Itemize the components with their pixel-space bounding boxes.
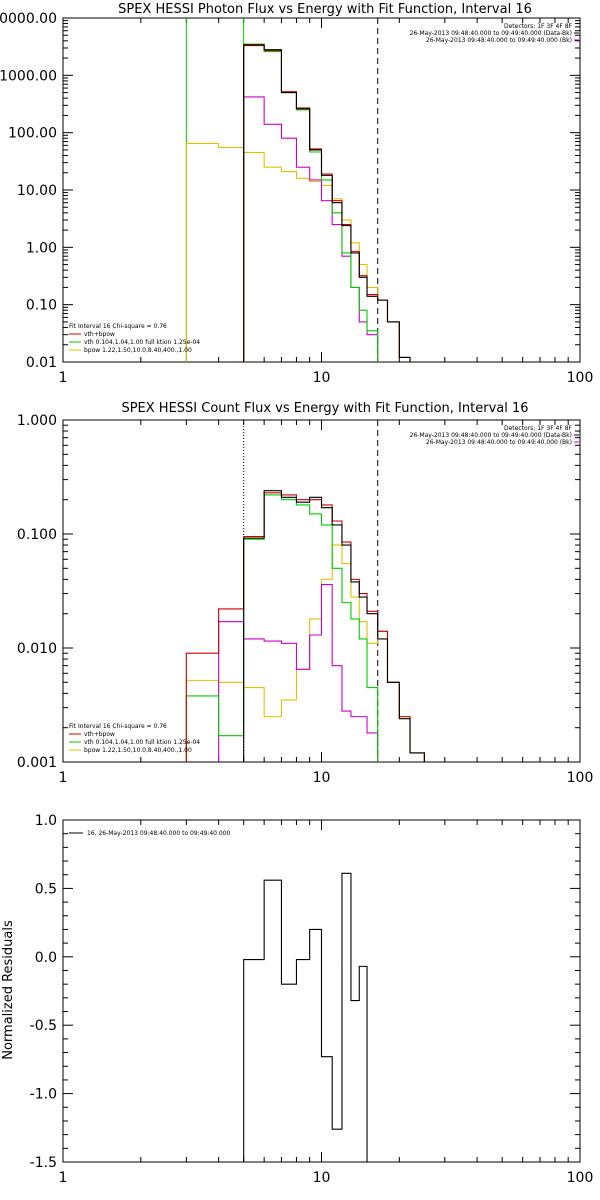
y-tick-label: 0.0 <box>35 950 57 966</box>
legend-bottomleft-text: bpow 1.22,1.50,10.0,8.40,400.,1.00 <box>84 747 192 754</box>
x-tick-label: 10 <box>313 1170 331 1186</box>
legend-bottomleft-text: vth 0.104,1.04,1.00 full ktion 1.25e-04 <box>84 739 200 746</box>
legend-text: 16, 26-May-2013 09:48:40.000 to 09:49:40… <box>87 830 231 837</box>
series-bk-step <box>218 584 379 762</box>
legend-topright-text: 26-May-2013 09:48:40.000 to 09:49:40.000… <box>410 30 572 37</box>
y-tick-label: 0.100 <box>17 527 57 543</box>
x-tick-label: 100 <box>567 770 594 786</box>
y-tick-label: 0.01 <box>26 355 57 371</box>
series-group <box>185 43 411 362</box>
y-tick-label: 1.000 <box>17 413 57 429</box>
legend-bottomleft-text: vth+bpow <box>84 331 115 338</box>
series-model-step <box>185 492 425 762</box>
y-tick-label: 10000.00 <box>0 11 57 27</box>
y-tick-label: 100.00 <box>8 126 57 142</box>
legend-bottomleft-text: vth 0.104,1.04,1.00 full ktion 1.25e-04 <box>84 339 200 346</box>
x-tick-label: 1 <box>59 1170 68 1186</box>
series-data-step <box>243 44 411 362</box>
legend-topright-text: 26-May-2013 09:48:40.000 to 09:49:40.000… <box>426 439 572 446</box>
y-tick-label: 1000.00 <box>0 68 57 84</box>
x-tick-label: 1 <box>59 770 68 786</box>
legend-bottomleft-text: Fit Interval 16 Chi-square = 0.76 <box>69 723 167 730</box>
x-tick-label: 10 <box>313 370 331 386</box>
y-tick-label: -1.5 <box>30 1155 57 1171</box>
legend-bottomleft-text: Fit Interval 16 Chi-square = 0.76 <box>69 323 167 330</box>
y-tick-label: 0.5 <box>35 881 57 897</box>
legend-topright-text: 26-May-2013 09:48:40.000 to 09:49:40.000… <box>426 37 572 44</box>
legend-bottomleft-text: bpow 1.22,1.50,10.0,8.40,400.,1.00 <box>84 347 192 354</box>
legend-topright-text: Detectors: 1F 3F 4F 8F <box>504 425 573 432</box>
series-vth-step <box>185 494 379 762</box>
x-tick-label: 1 <box>59 370 68 386</box>
panel-0: 1 10 100 0.01 0.10 1.00 10.00 100.00 1000.00 1000… <box>0 11 594 386</box>
panel-2: 1 10 100 -1.5 -1.0 -0.5 0.0 0.5 1.0 16, 26-May-20… <box>30 813 594 1186</box>
series-bk-step <box>243 96 379 362</box>
x-tick-label: 10 <box>313 770 331 786</box>
panel-1: 1 10 100 0.001 0.010 0.100 1.000 Detectors: 1F … <box>17 413 593 786</box>
x-tick-label: 100 <box>567 370 594 386</box>
y-tick-label: 1.00 <box>26 240 57 256</box>
y-tick-label: 1.0 <box>35 813 57 829</box>
y-tick-label: -1.0 <box>30 1087 57 1103</box>
legend-bottomleft-text: vth+bpow <box>84 731 115 738</box>
legend-topright-text: 26-May-2013 09:48:40.000 to 09:49:40.000… <box>410 432 572 439</box>
legend-topright-text: Detectors: 1F 3F 4F 8F <box>504 23 573 30</box>
y-tick-label: 0.001 <box>17 755 57 771</box>
series-group <box>243 872 368 1162</box>
series-bpow-step <box>185 142 411 362</box>
series-vth-step <box>243 43 379 362</box>
series-data-step <box>243 872 368 1162</box>
series-data-step <box>243 490 425 762</box>
y-tick-label: -0.5 <box>30 1018 57 1034</box>
count-plot-title: SPEX HESSI Count Flux vs Energy with Fit… <box>121 401 528 416</box>
series-group <box>185 490 425 762</box>
series-bpow-step <box>185 544 425 762</box>
series-model-step <box>243 45 411 362</box>
photon-plot-title: SPEX HESSI Photon Flux vs Energy with Fi… <box>118 2 532 17</box>
y-tick-label: 10.00 <box>17 183 57 199</box>
residuals-y-label: Normalized Residuals <box>1 920 16 1060</box>
x-tick-label: 100 <box>567 1170 594 1186</box>
y-tick-label: 0.010 <box>17 641 57 657</box>
y-tick-label: 0.10 <box>26 298 57 314</box>
